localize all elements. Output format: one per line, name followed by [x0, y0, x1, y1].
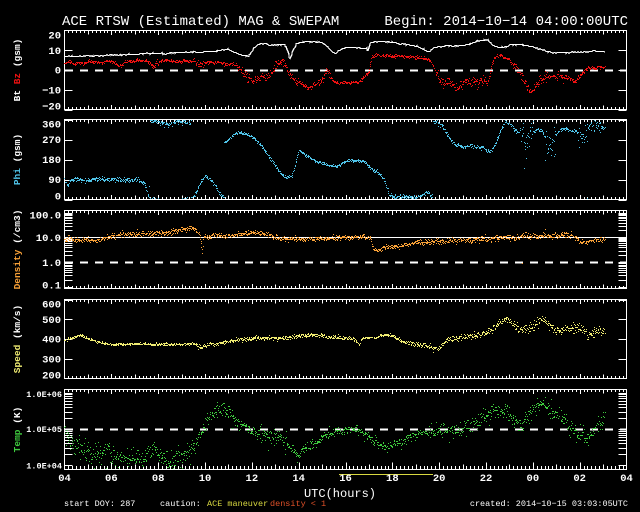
svg-text:08: 08	[152, 473, 165, 485]
svg-text:200: 200	[42, 371, 61, 383]
svg-text:Density (/cm3): Density (/cm3)	[12, 210, 23, 290]
svg-text:caution:: caution:	[160, 499, 201, 509]
svg-text:06: 06	[105, 473, 118, 485]
svg-text:18: 18	[386, 473, 399, 485]
svg-text:0: 0	[55, 66, 61, 78]
svg-text:Phi (gsm): Phi (gsm)	[12, 134, 23, 185]
svg-text:400: 400	[42, 335, 61, 347]
svg-text:created: 2014−10−15 03:03:05UT: created: 2014−10−15 03:03:05UTC	[470, 499, 628, 509]
svg-text:20: 20	[48, 31, 61, 43]
svg-text:360: 360	[42, 120, 61, 132]
svg-text:1.0E+05: 1.0E+05	[26, 425, 62, 435]
svg-text:300: 300	[42, 354, 61, 366]
svg-text:ACE maneuver: ACE maneuver	[207, 499, 268, 509]
svg-text:ACE RTSW (Estimated) MAG & SWE: ACE RTSW (Estimated) MAG & SWEPAM	[62, 14, 339, 30]
svg-text:04: 04	[58, 473, 71, 485]
svg-text:UTC(hours): UTC(hours)	[304, 487, 376, 501]
svg-text:100.0: 100.0	[29, 211, 61, 223]
svg-text:1.0E+04: 1.0E+04	[26, 461, 62, 471]
svg-text:Bt Bz (gsm): Bt Bz (gsm)	[12, 39, 23, 102]
svg-text:start DOY: 287: start DOY: 287	[64, 499, 135, 509]
svg-text:10: 10	[199, 473, 212, 485]
svg-text:00: 00	[527, 473, 540, 485]
svg-text:180: 180	[42, 155, 61, 167]
svg-text:0.1: 0.1	[42, 281, 61, 293]
svg-text:Temp (K): Temp (K)	[12, 407, 23, 453]
svg-text:12: 12	[246, 473, 259, 485]
svg-text:16: 16	[339, 473, 352, 485]
svg-text:20: 20	[433, 473, 446, 485]
svg-text:Speed (km/s): Speed (km/s)	[12, 305, 23, 373]
svg-text:Begin: 2014−10−14 04:00:00UTC: Begin: 2014−10−14 04:00:00UTC	[384, 14, 628, 30]
svg-text:90: 90	[48, 175, 61, 187]
svg-text:14: 14	[292, 473, 305, 485]
svg-text:density < 1: density < 1	[270, 499, 326, 509]
svg-text:0: 0	[55, 192, 61, 204]
svg-text:270: 270	[42, 135, 61, 147]
svg-text:1.0E+06: 1.0E+06	[26, 390, 62, 400]
svg-text:04: 04	[620, 473, 633, 485]
svg-text:22: 22	[480, 473, 493, 485]
svg-text:600: 600	[42, 300, 61, 312]
svg-text:10: 10	[48, 46, 61, 58]
svg-text:−20: −20	[42, 102, 61, 114]
svg-text:02: 02	[573, 473, 586, 485]
svg-text:500: 500	[42, 315, 61, 327]
svg-text:1.0: 1.0	[42, 258, 61, 270]
svg-text:−10: −10	[42, 85, 61, 97]
svg-text:10.0: 10.0	[36, 233, 61, 245]
